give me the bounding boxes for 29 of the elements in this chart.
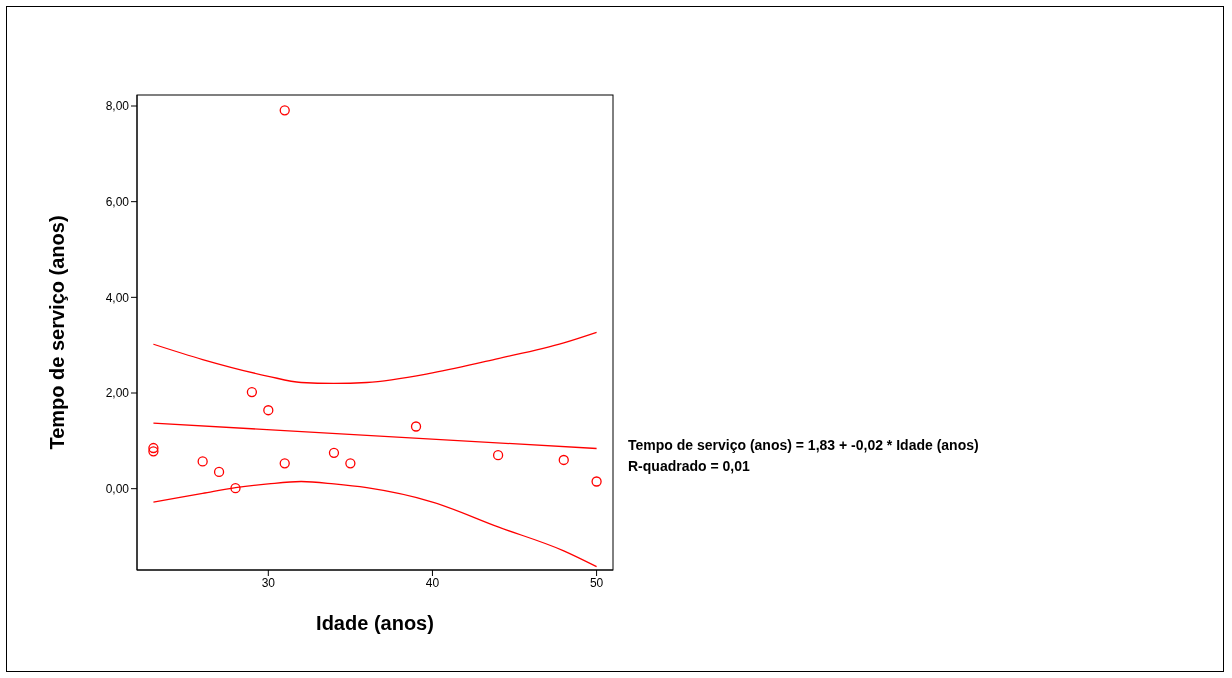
point: [558, 454, 569, 466]
point: [279, 458, 290, 469]
x-tick-label: 40: [425, 575, 440, 590]
point: [410, 421, 422, 432]
point: [492, 450, 504, 461]
y-tick-label: 0,00: [105, 481, 130, 496]
text: R-quadrado = 0,01: [628, 458, 750, 474]
point: [246, 386, 258, 398]
x-axis-title: Idade (anos): [316, 612, 434, 634]
point: [148, 442, 159, 454]
y-axis-title: Tempo de serviço (anos): [46, 215, 69, 450]
x-tick-label: 50: [589, 575, 604, 590]
line-series: [152, 480, 598, 568]
point: [148, 446, 159, 457]
y-tick-label: 2,00: [105, 386, 130, 401]
y-tick-label: 8,00: [105, 99, 130, 114]
line-series: [152, 331, 598, 385]
point: [591, 476, 602, 487]
point: [230, 483, 241, 494]
point: [279, 105, 290, 116]
point: [197, 456, 208, 467]
point: [213, 466, 225, 478]
text: Tempo de serviço (anos) = 1,83 + -0,02 * Idade (anos): [628, 437, 979, 453]
point: [328, 447, 340, 458]
y-tick-label: 4,00: [105, 290, 130, 305]
point: [345, 458, 356, 469]
y-tick-label: 6,00: [105, 194, 130, 209]
point: [263, 405, 274, 416]
x-tick-label: 30: [261, 575, 276, 590]
